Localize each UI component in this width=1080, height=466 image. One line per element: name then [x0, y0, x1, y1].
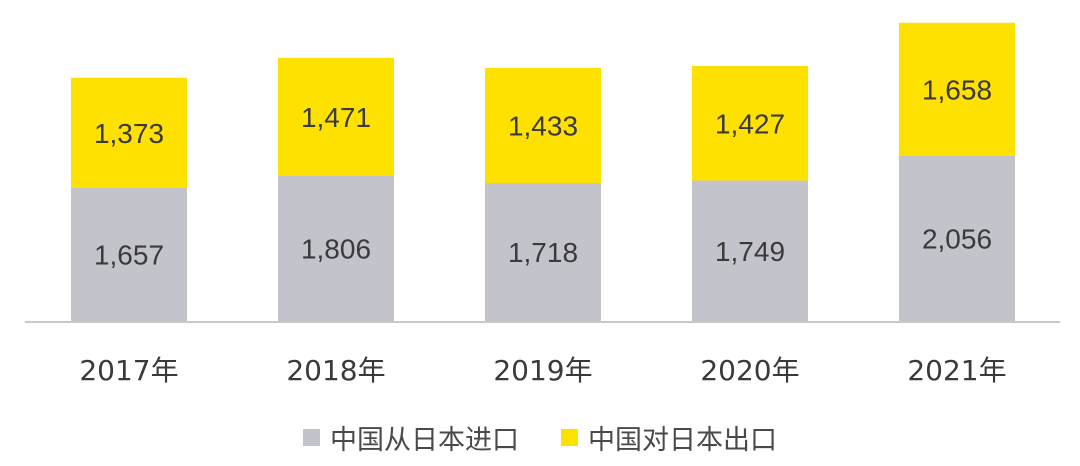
bar-export-4	[899, 22, 1015, 156]
bar-export-0	[71, 77, 187, 188]
bar-export-1	[278, 57, 394, 176]
stacked-bar-chart: 1,657 1,373 1,806 1,471 1,718 1,433 1,749 1,427…	[25, 22, 1060, 387]
x-tick-label-1: 2018年	[286, 354, 385, 387]
legend-item-import: 中国从日本进口	[303, 418, 519, 457]
legend-item-export: 中国对日本出口	[561, 418, 777, 457]
data-label-import-1: 1,806	[301, 233, 371, 264]
x-tick-label-3: 2020年	[700, 354, 799, 387]
data-label-export-2: 1,433	[508, 111, 578, 142]
bar-import-3	[692, 180, 808, 321]
x-tick-label-2: 2019年	[493, 354, 592, 387]
data-label-import-2: 1,718	[508, 237, 578, 268]
legend: 中国从日本进口 中国对日本出口	[0, 418, 1080, 457]
bar-import-1	[278, 175, 394, 321]
data-label-export-3: 1,427	[715, 108, 785, 139]
data-label-import-3: 1,749	[715, 236, 785, 267]
bar-import-0	[71, 187, 187, 321]
x-tick-label-0: 2017年	[79, 354, 178, 387]
bar-import-4	[899, 155, 1015, 321]
data-label-export-4: 1,658	[922, 74, 992, 105]
legend-label-export: 中国对日本出口	[588, 425, 777, 456]
legend-swatch-export	[561, 429, 578, 446]
bar-export-2	[485, 67, 601, 184]
bar-import-2	[485, 183, 601, 321]
bars-group: 1,657 1,373 1,806 1,471 1,718 1,433 1,749 1,427…	[71, 22, 1015, 321]
x-tick-labels: 2017年 2018年 2019年 2020年 2021年	[79, 354, 1006, 387]
x-tick-label-4: 2021年	[907, 354, 1006, 387]
data-label-import-0: 1,657	[94, 239, 164, 270]
legend-swatch-import	[303, 429, 320, 446]
data-label-export-0: 1,373	[94, 118, 164, 149]
data-label-export-1: 1,471	[301, 102, 371, 133]
bar-export-3	[692, 65, 808, 181]
legend-label-import: 中国从日本进口	[330, 425, 519, 456]
data-label-import-4: 2,056	[922, 223, 992, 254]
